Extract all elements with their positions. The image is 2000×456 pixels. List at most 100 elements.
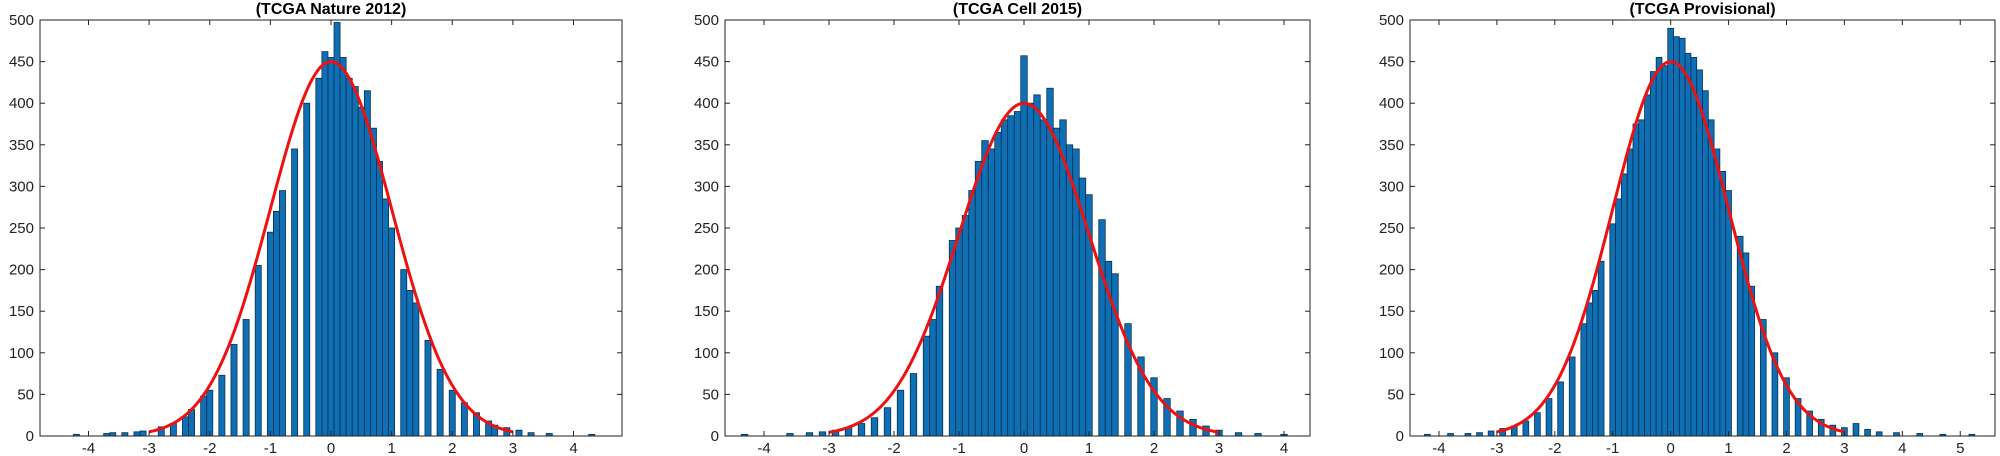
x-tick-label: -1 (1606, 440, 1619, 456)
histogram-bar (1725, 190, 1732, 437)
histogram-bar (388, 227, 396, 437)
x-tick-label: 0 (1020, 440, 1028, 456)
histogram-bar (1626, 148, 1634, 437)
histogram-bar (818, 431, 827, 437)
histogram-bar (1522, 420, 1530, 437)
histogram-bar (1713, 148, 1721, 437)
y-tick-label: 100 (1379, 345, 1404, 362)
histogram-bar (1111, 273, 1119, 437)
histogram-bar (870, 417, 879, 437)
histogram-bar (974, 161, 983, 437)
histogram-bar (1667, 27, 1674, 437)
histogram-bar (242, 319, 250, 437)
y-tick-label: 250 (9, 220, 34, 237)
y-tick-label: 450 (1379, 54, 1404, 71)
x-tick-label: -2 (1548, 440, 1561, 456)
histogram-bar (1007, 115, 1015, 437)
histogram-bar (1000, 119, 1009, 437)
histogram-bar (935, 285, 944, 437)
histogram-bar (948, 240, 957, 437)
x-tick-label: -4 (1432, 440, 1445, 456)
histogram-bar (412, 302, 420, 437)
histogram-bar (1632, 123, 1640, 437)
histogram-bar (182, 416, 189, 437)
histogram-bar (1684, 52, 1692, 437)
y-tick-label: 150 (694, 303, 719, 320)
y-tick-label: 200 (9, 262, 34, 279)
y-tick-label: 500 (9, 12, 34, 29)
histogram-bar (230, 344, 238, 437)
x-tick-label: -4 (82, 440, 95, 456)
histogram-bar (1534, 412, 1541, 437)
x-tick-label: 1 (387, 440, 395, 456)
histogram-bar (955, 227, 963, 437)
histogram-bar (333, 22, 341, 437)
histogram-bar (279, 190, 286, 437)
histogram-bar (266, 231, 274, 437)
x-tick-label: -3 (822, 440, 835, 456)
y-tick-label: 250 (694, 220, 719, 237)
x-tick-label: 0 (1666, 440, 1674, 456)
histogram-bar (1039, 119, 1048, 437)
x-tick-label: 5 (1956, 440, 1964, 456)
histogram-bar (1568, 356, 1576, 437)
histogram-bar (1615, 198, 1622, 437)
histogram-bar (896, 389, 905, 437)
y-tick-label: 350 (1379, 137, 1404, 154)
y-tick-label: 300 (9, 178, 34, 195)
x-tick-label: 3 (1840, 440, 1848, 456)
histogram-bar (1864, 428, 1871, 437)
y-tick-label: 150 (1379, 303, 1404, 320)
histogram-bar (1719, 171, 1727, 437)
histogram-bar (315, 77, 323, 437)
histogram-bar (291, 148, 299, 437)
histogram-bar (351, 86, 359, 437)
y-tick-label: 50 (1387, 386, 1404, 403)
y-tick-label: 150 (9, 303, 34, 320)
histogram-bar (1702, 90, 1709, 437)
x-tick-label: -1 (264, 440, 277, 456)
histogram-bar (1707, 119, 1715, 437)
x-tick-label: -2 (203, 440, 216, 456)
histogram-bar (400, 269, 408, 437)
y-tick-label: 400 (9, 95, 34, 112)
histogram-bar (376, 161, 383, 437)
histogram-bar (515, 429, 523, 437)
normal-fit-line (148, 60, 514, 434)
histogram-bar (1545, 398, 1553, 437)
histogram-bar (1557, 381, 1564, 437)
y-tick-label: 50 (702, 386, 719, 403)
histogram-bar (922, 335, 931, 437)
normal-fit-line (1496, 60, 1845, 434)
histogram-bar (448, 389, 456, 437)
histogram-bar (218, 374, 226, 437)
x-tick-label: 2 (1150, 440, 1158, 456)
chart-panel-3: 0 50 100 150 200 250 300 350 400 450 500 -4 -3 -2 -1 0 1… (1379, 1, 1996, 456)
x-tick-label: -1 (952, 440, 965, 456)
chart-title: (TCGA Nature 2012) (256, 1, 407, 18)
normal-fit-line (828, 101, 1220, 434)
histogram-bar (460, 402, 468, 437)
histogram-bar (1033, 94, 1041, 437)
histogram-bar (929, 319, 937, 437)
y-tick-label: 0 (26, 428, 34, 445)
x-tick-label: 2 (448, 440, 456, 456)
y-tick-label: 350 (9, 137, 34, 154)
histogram-bar (1644, 94, 1651, 437)
x-tick-label: -3 (142, 440, 155, 456)
histogram-bar (1678, 37, 1686, 437)
chart-panel-1: 0 50 100 150 200 250 300 350 400 450 500 -4 -3 -2 -1 0 1… (9, 1, 623, 456)
histogram-bar (857, 423, 866, 437)
y-tick-label: 300 (694, 178, 719, 195)
histogram-bar (1661, 65, 1669, 437)
chart-panel-2: 0 50 100 150 200 250 300 350 400 450 500 -4 -3 -2 -1 0 1… (694, 1, 1311, 456)
x-tick-label: 4 (1280, 440, 1288, 456)
histogram-bar (1638, 119, 1645, 437)
histogram-bar (1875, 431, 1883, 437)
y-tick-label: 400 (1379, 95, 1404, 112)
x-tick-label: 4 (569, 440, 577, 456)
chart-title: (TCGA Provisional) (1629, 1, 1775, 18)
histogram-bar (909, 373, 918, 437)
histogram-bar (1065, 144, 1074, 437)
y-tick-label: 450 (9, 54, 34, 71)
